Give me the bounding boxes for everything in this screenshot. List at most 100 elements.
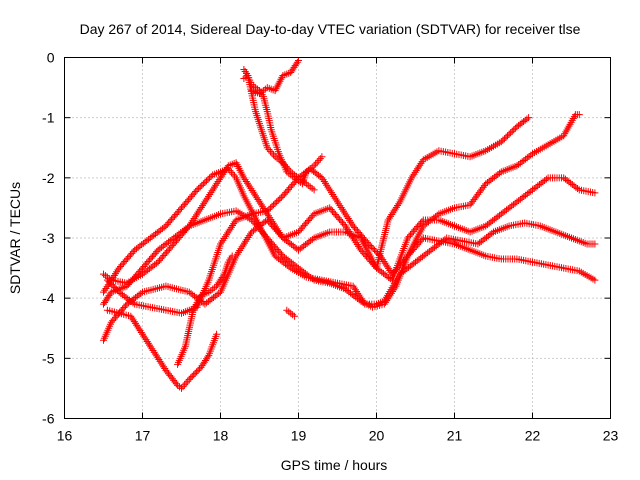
data-point <box>162 222 170 230</box>
data-point <box>182 379 190 387</box>
data-point <box>107 318 115 326</box>
data-point <box>131 272 139 280</box>
data-point <box>122 256 130 264</box>
data-point <box>172 380 180 388</box>
data-point <box>152 259 160 267</box>
data-point <box>376 252 384 260</box>
data-point <box>256 226 264 234</box>
data-point <box>527 151 535 159</box>
data-point <box>136 327 144 335</box>
data-point <box>510 126 518 134</box>
data-point <box>413 165 421 173</box>
data-point <box>227 168 235 176</box>
data-point <box>213 330 221 338</box>
data-point <box>268 202 276 210</box>
data-point <box>168 215 176 223</box>
data-point <box>158 253 166 261</box>
data-point <box>408 174 416 182</box>
data-point <box>148 253 156 261</box>
data-point <box>130 318 138 326</box>
data-point <box>161 250 169 258</box>
data-point <box>391 205 399 213</box>
data-point <box>380 300 388 308</box>
data-point <box>254 195 262 203</box>
data-point <box>109 317 117 325</box>
data-point <box>383 263 391 271</box>
data-point <box>336 215 344 223</box>
data-point <box>338 219 346 227</box>
data-point <box>409 227 417 235</box>
data-point <box>270 201 278 209</box>
data-point <box>418 218 426 226</box>
data-point <box>331 210 339 218</box>
data-point <box>193 186 201 194</box>
data-point <box>160 252 168 260</box>
data-point <box>299 223 307 231</box>
data-point <box>125 253 133 261</box>
data-point <box>129 248 137 256</box>
data-point <box>187 374 195 382</box>
data-point <box>382 261 390 269</box>
data-point <box>277 193 285 201</box>
data-point <box>137 289 145 297</box>
data-point <box>157 255 165 263</box>
data-point <box>131 319 139 327</box>
data-point <box>368 243 376 251</box>
data-point <box>154 354 162 362</box>
data-point <box>388 211 396 219</box>
data-point <box>136 267 144 275</box>
y-tick-label: -2 <box>42 170 55 186</box>
data-point <box>269 241 277 249</box>
data-point <box>126 251 134 259</box>
data-point <box>394 202 402 210</box>
data-point <box>196 183 204 191</box>
data-point <box>253 223 261 231</box>
data-point <box>410 170 418 178</box>
data-point <box>175 207 183 215</box>
data-point <box>150 348 158 356</box>
data-point <box>219 272 227 280</box>
data-point <box>149 347 157 355</box>
data-point <box>418 236 426 244</box>
data-point <box>259 203 267 211</box>
data-point <box>387 289 395 297</box>
data-point <box>266 147 274 155</box>
y-tick-label: -4 <box>42 290 55 306</box>
x-tick-label: 22 <box>525 428 541 444</box>
data-point <box>263 234 271 242</box>
data-point <box>371 246 379 254</box>
data-point <box>255 197 263 205</box>
data-point <box>170 240 178 248</box>
data-point <box>504 132 512 140</box>
data-point <box>272 244 280 252</box>
data-point <box>121 302 129 310</box>
data-point <box>275 247 283 255</box>
data-point <box>333 212 341 220</box>
x-tick-label: 21 <box>447 428 463 444</box>
data-point <box>392 203 400 211</box>
data-point <box>412 242 420 250</box>
data-point <box>412 167 420 175</box>
data-point <box>163 220 171 228</box>
data-point <box>172 210 180 218</box>
data-point <box>369 245 377 253</box>
data-point <box>189 191 197 199</box>
data-point <box>418 158 426 166</box>
data-point <box>153 248 161 256</box>
data-point <box>350 284 358 292</box>
data-point <box>134 323 142 331</box>
data-point <box>307 213 315 221</box>
data-point <box>477 187 484 195</box>
data-point <box>250 190 258 198</box>
data-point <box>315 156 323 164</box>
data-point <box>287 182 295 190</box>
data-point <box>291 312 299 320</box>
data-point <box>184 223 192 231</box>
data-point <box>129 316 137 324</box>
data-point <box>405 250 413 258</box>
series-track-f <box>103 306 221 392</box>
data-point <box>266 204 274 212</box>
data-point <box>316 155 324 163</box>
data-point <box>412 224 420 232</box>
